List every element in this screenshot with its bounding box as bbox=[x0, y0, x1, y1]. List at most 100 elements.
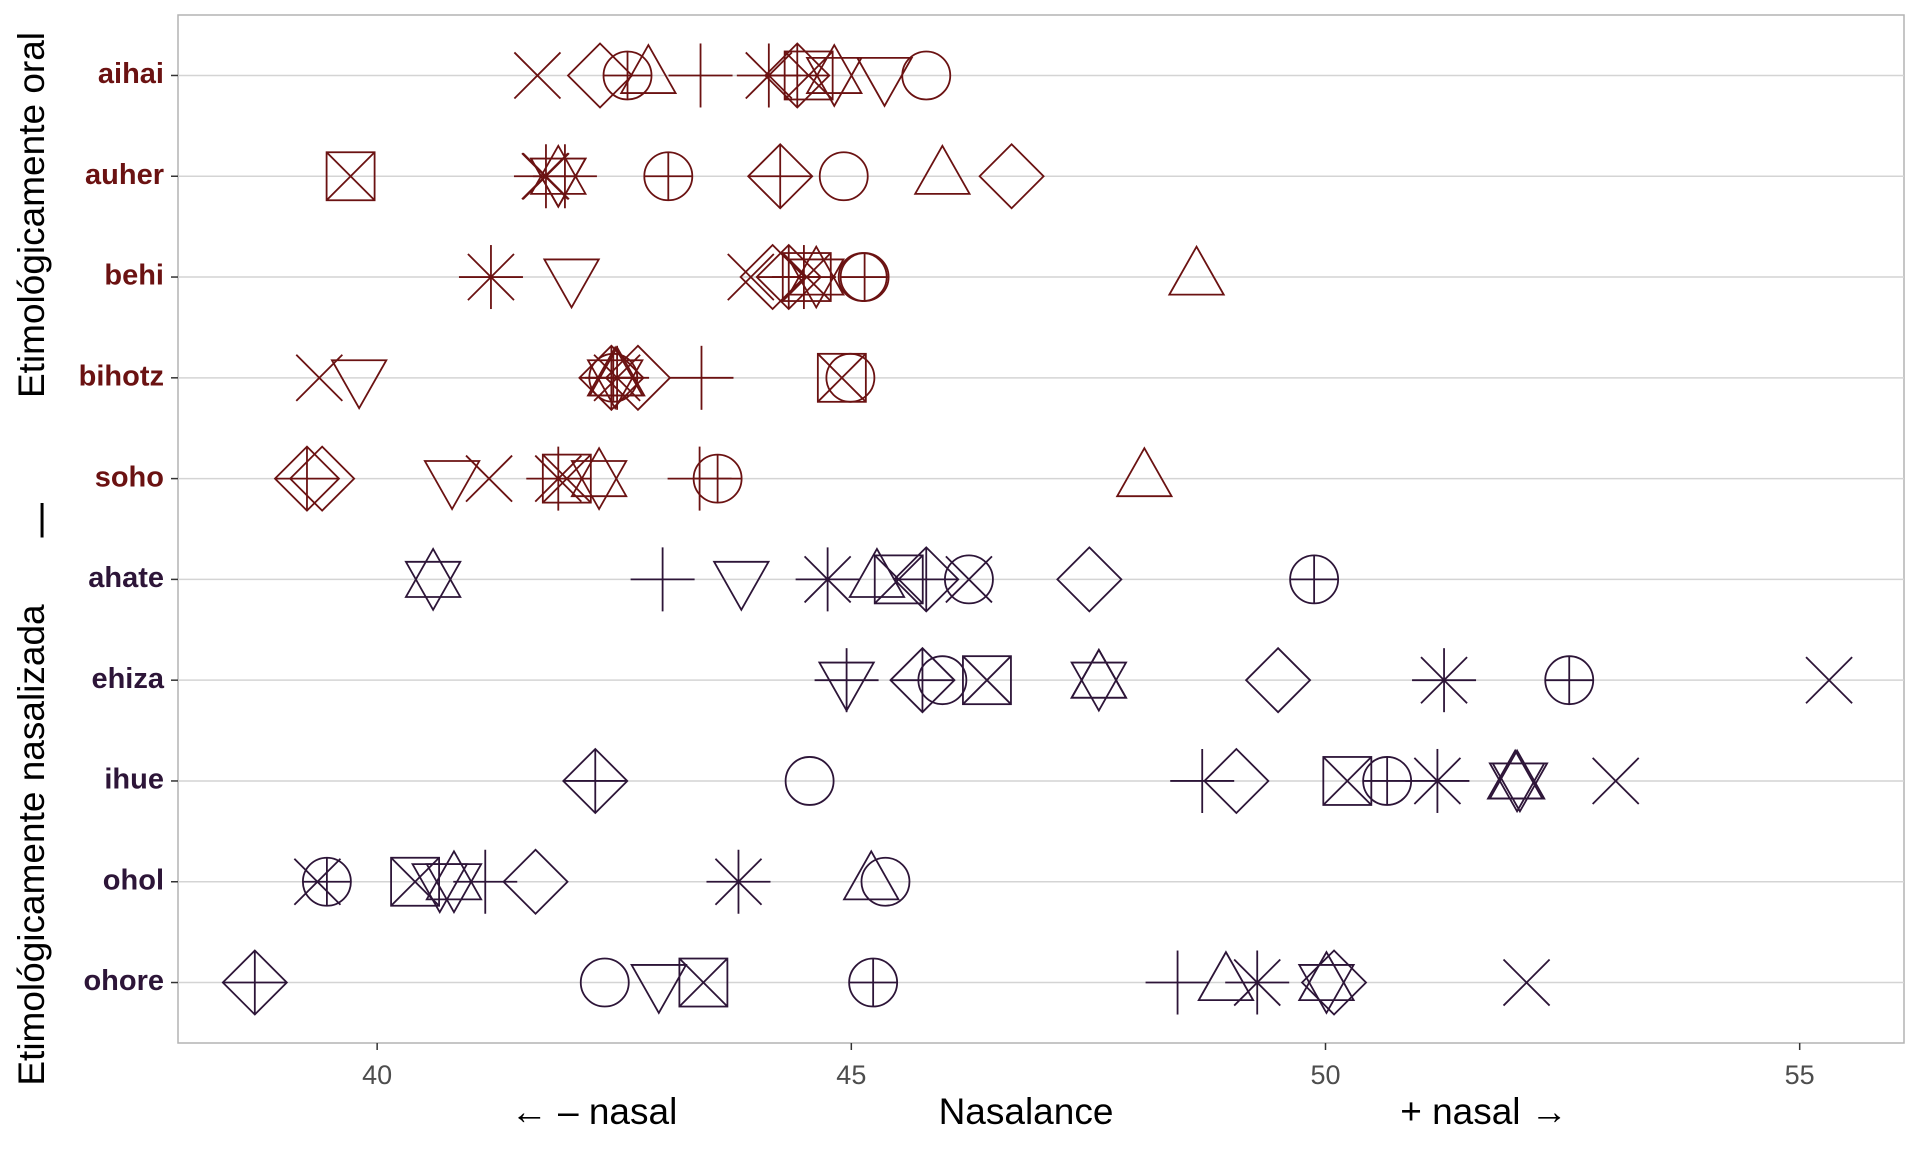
marker-part bbox=[1203, 747, 1270, 815]
marker-part bbox=[467, 253, 515, 301]
marker-part bbox=[913, 144, 972, 195]
marker bbox=[330, 359, 388, 411]
marker-part bbox=[1502, 958, 1551, 1007]
marker-part bbox=[962, 655, 1012, 706]
marker-part bbox=[529, 157, 588, 209]
marker bbox=[764, 42, 831, 109]
marker-part bbox=[803, 555, 852, 604]
marker bbox=[860, 856, 911, 907]
marker-part bbox=[542, 258, 601, 310]
marker bbox=[746, 142, 814, 210]
marker bbox=[795, 547, 860, 612]
marker bbox=[817, 661, 876, 713]
marker bbox=[630, 547, 695, 612]
marker bbox=[526, 446, 591, 511]
marker-part bbox=[787, 244, 845, 296]
marker bbox=[221, 949, 289, 1016]
marker-part bbox=[805, 43, 864, 94]
marker bbox=[816, 352, 867, 403]
marker-part bbox=[860, 856, 911, 907]
marker-part bbox=[1488, 762, 1546, 814]
marker bbox=[1300, 949, 1368, 1016]
marker bbox=[1167, 244, 1226, 296]
marker bbox=[1362, 756, 1413, 806]
marker bbox=[727, 253, 775, 301]
marker bbox=[542, 258, 601, 310]
marker bbox=[288, 445, 356, 512]
marker-part bbox=[1420, 656, 1468, 704]
y-tick-label: soho bbox=[95, 461, 164, 493]
marker bbox=[586, 345, 644, 411]
marker bbox=[541, 453, 592, 504]
marker bbox=[1145, 950, 1210, 1015]
marker-part bbox=[1233, 958, 1281, 1007]
marker-part bbox=[390, 857, 440, 907]
marker-part bbox=[1805, 656, 1853, 704]
marker bbox=[848, 957, 899, 1008]
marker-part bbox=[586, 345, 644, 397]
marker bbox=[818, 151, 869, 202]
marker-part bbox=[522, 152, 570, 200]
marker-part bbox=[678, 957, 729, 1008]
y-tick-label: ohore bbox=[83, 965, 164, 997]
marker bbox=[1115, 446, 1174, 498]
marker-part bbox=[423, 460, 481, 511]
marker-part bbox=[1297, 964, 1356, 1015]
marker-part bbox=[1592, 757, 1640, 805]
marker-part bbox=[630, 964, 688, 1015]
marker-part bbox=[978, 142, 1045, 210]
marker bbox=[706, 849, 771, 914]
marker bbox=[1502, 958, 1551, 1007]
marker-part bbox=[1070, 647, 1128, 699]
marker-part bbox=[714, 858, 763, 906]
marker-part bbox=[1488, 748, 1546, 800]
marker-part bbox=[570, 446, 628, 498]
marker bbox=[712, 560, 771, 612]
marker-part bbox=[818, 151, 869, 202]
x-axis-title: Nasalance bbox=[939, 1091, 1114, 1132]
marker-part bbox=[1413, 757, 1462, 805]
marker bbox=[295, 354, 343, 402]
marker bbox=[513, 144, 578, 209]
marker bbox=[643, 151, 694, 202]
marker-part bbox=[817, 661, 876, 713]
x-tick-label: 40 bbox=[362, 1060, 392, 1090]
marker bbox=[1225, 950, 1290, 1015]
marker bbox=[619, 43, 678, 94]
marker bbox=[630, 964, 688, 1015]
marker bbox=[1244, 646, 1312, 714]
marker-part bbox=[1070, 647, 1128, 699]
marker bbox=[784, 756, 835, 806]
marker bbox=[692, 453, 743, 504]
marker bbox=[458, 245, 523, 310]
x-tick-label: 55 bbox=[1785, 1060, 1815, 1090]
marker bbox=[465, 454, 513, 503]
y-tick-label: aihai bbox=[98, 58, 164, 90]
marker bbox=[273, 445, 341, 512]
marker bbox=[669, 345, 734, 410]
marker-part bbox=[855, 56, 914, 108]
marker-part bbox=[502, 848, 569, 916]
marker-part bbox=[712, 560, 771, 612]
marker-part bbox=[325, 151, 376, 201]
marker bbox=[678, 957, 729, 1008]
marker bbox=[566, 42, 634, 109]
y-axis-title-nasal: Etimológicamente nasalizada bbox=[11, 604, 52, 1086]
marker-part bbox=[1197, 950, 1255, 1002]
x-tick-label: 45 bbox=[836, 1060, 866, 1090]
marker bbox=[848, 547, 906, 598]
marker-part bbox=[325, 151, 376, 202]
marker bbox=[1056, 546, 1123, 613]
marker bbox=[404, 547, 462, 612]
marker-part bbox=[288, 445, 356, 512]
marker bbox=[1412, 648, 1477, 713]
marker-part bbox=[1070, 661, 1128, 713]
y-tick-label: bihotz bbox=[79, 360, 164, 392]
marker bbox=[842, 849, 900, 901]
marker-part bbox=[1322, 756, 1372, 806]
marker-part bbox=[542, 453, 592, 504]
marker-part bbox=[817, 353, 867, 403]
marker bbox=[425, 849, 483, 914]
marker-part bbox=[330, 359, 388, 411]
marker-part bbox=[425, 849, 483, 901]
